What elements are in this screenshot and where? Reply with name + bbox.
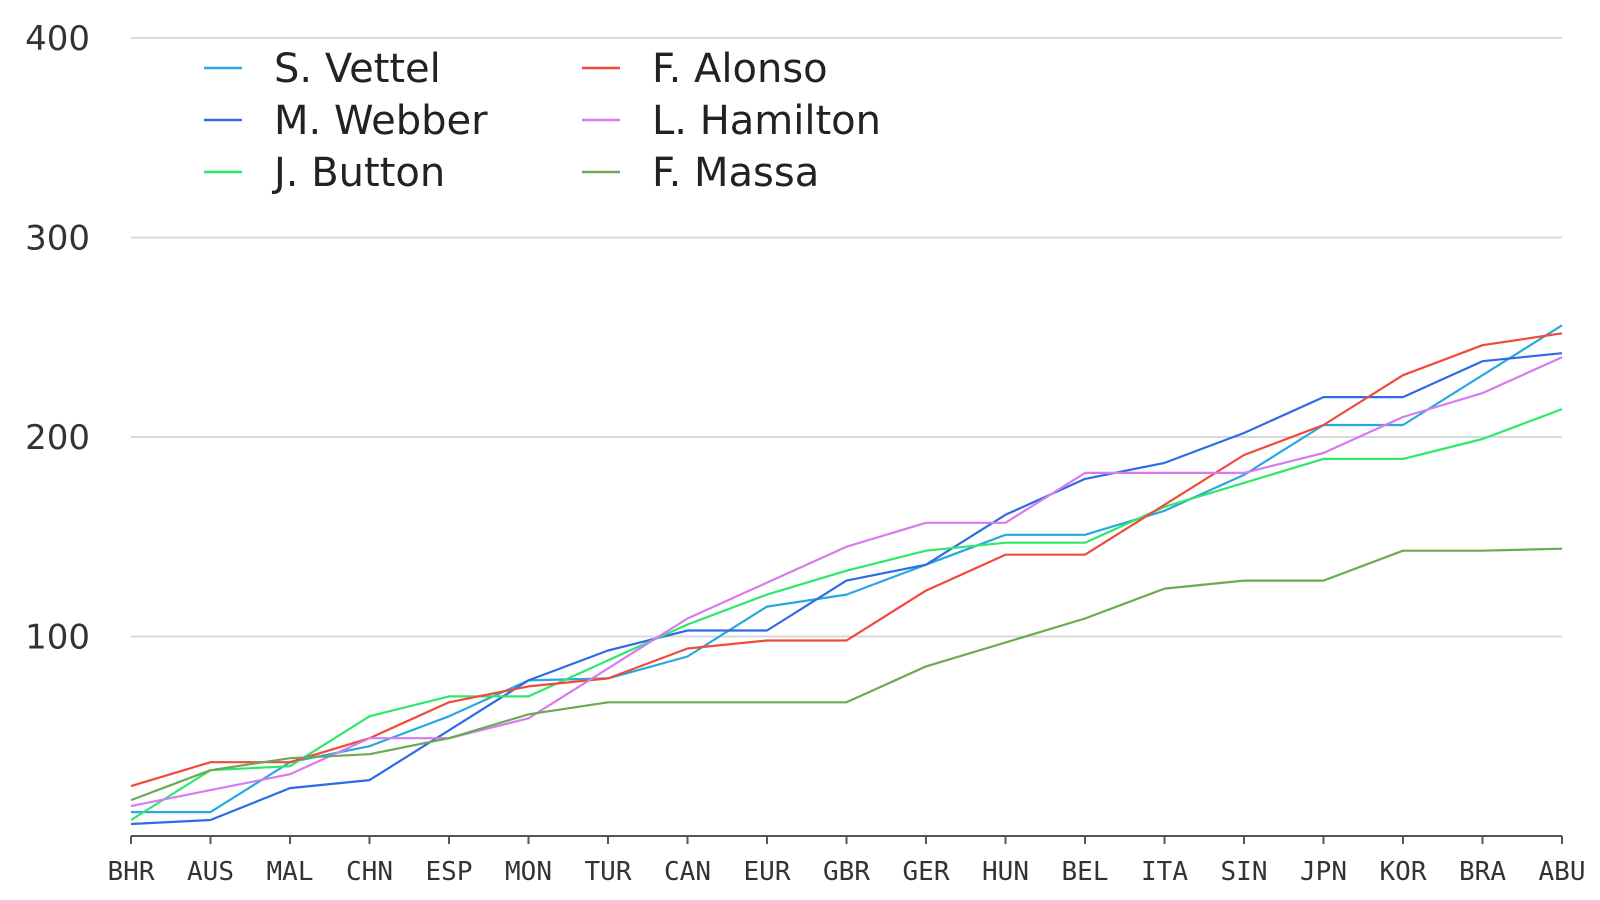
series-line [130,332,1563,788]
legend-item: J. Button [204,150,445,196]
legend-item: M. Webber [204,98,488,144]
series-l-hamilton [130,356,1563,808]
x-axis: BHR AUS MAL CHN ESP MON TUR CAN EUR GBR GER HUN BEL I… [108,835,1586,887]
legend-label: L. Hamilton [652,98,881,144]
legend-label: S. Vettel [274,46,441,92]
x-tick-label: CAN [664,857,711,887]
gridlines [131,37,1562,638]
series-f-massa [130,547,1563,802]
x-tick-label: BEL [1062,857,1109,887]
x-tick-label: JPN [1300,857,1347,887]
series-lines [130,324,1563,826]
series-line [130,547,1563,802]
series-s-vettel [131,324,1563,814]
x-tick-label: GER [903,857,950,887]
legend: S. Vettel M. Webber J. Button F. Alonso L. H… [204,46,881,196]
x-tick-label: GBR [823,857,870,887]
x-tick-label: KOR [1380,857,1427,887]
x-tick-label: TUR [585,857,632,887]
y-tick-label: 400 [25,19,90,59]
y-tick-label: 100 [25,618,90,658]
legend-label: M. Webber [274,98,488,144]
legend-item: S. Vettel [204,46,441,92]
x-tick-label: ABU [1539,857,1586,887]
series-j-button [130,408,1563,821]
x-tick-label: CHN [346,857,393,887]
x-tick-label: BRA [1459,857,1506,887]
series-line [130,356,1563,808]
legend-label: F. Massa [652,150,819,196]
series-line [131,324,1563,814]
legend-item: L. Hamilton [582,98,881,144]
series-line [130,352,1563,826]
x-tick-label: ITA [1141,857,1188,887]
legend-item: F. Alonso [582,46,828,92]
x-tick-label: SIN [1221,857,1268,887]
series-line [130,408,1563,821]
x-tick-label: BHR [108,857,155,887]
x-tick-label: ESP [426,857,473,887]
x-tick-label: AUS [187,857,234,887]
x-tick-label: HUN [982,857,1029,887]
legend-label: F. Alonso [652,46,828,92]
legend-label: J. Button [271,150,445,196]
y-tick-label: 200 [25,418,90,458]
x-tick-label: MAL [267,857,314,887]
x-tick-label: EUR [744,857,791,887]
series-f-alonso [130,332,1563,788]
y-tick-label: 300 [25,219,90,259]
x-tick-label: MON [505,857,552,887]
legend-item: F. Massa [582,150,819,196]
y-axis: 100 200 300 400 [25,19,90,658]
series-m-webber [130,352,1563,826]
